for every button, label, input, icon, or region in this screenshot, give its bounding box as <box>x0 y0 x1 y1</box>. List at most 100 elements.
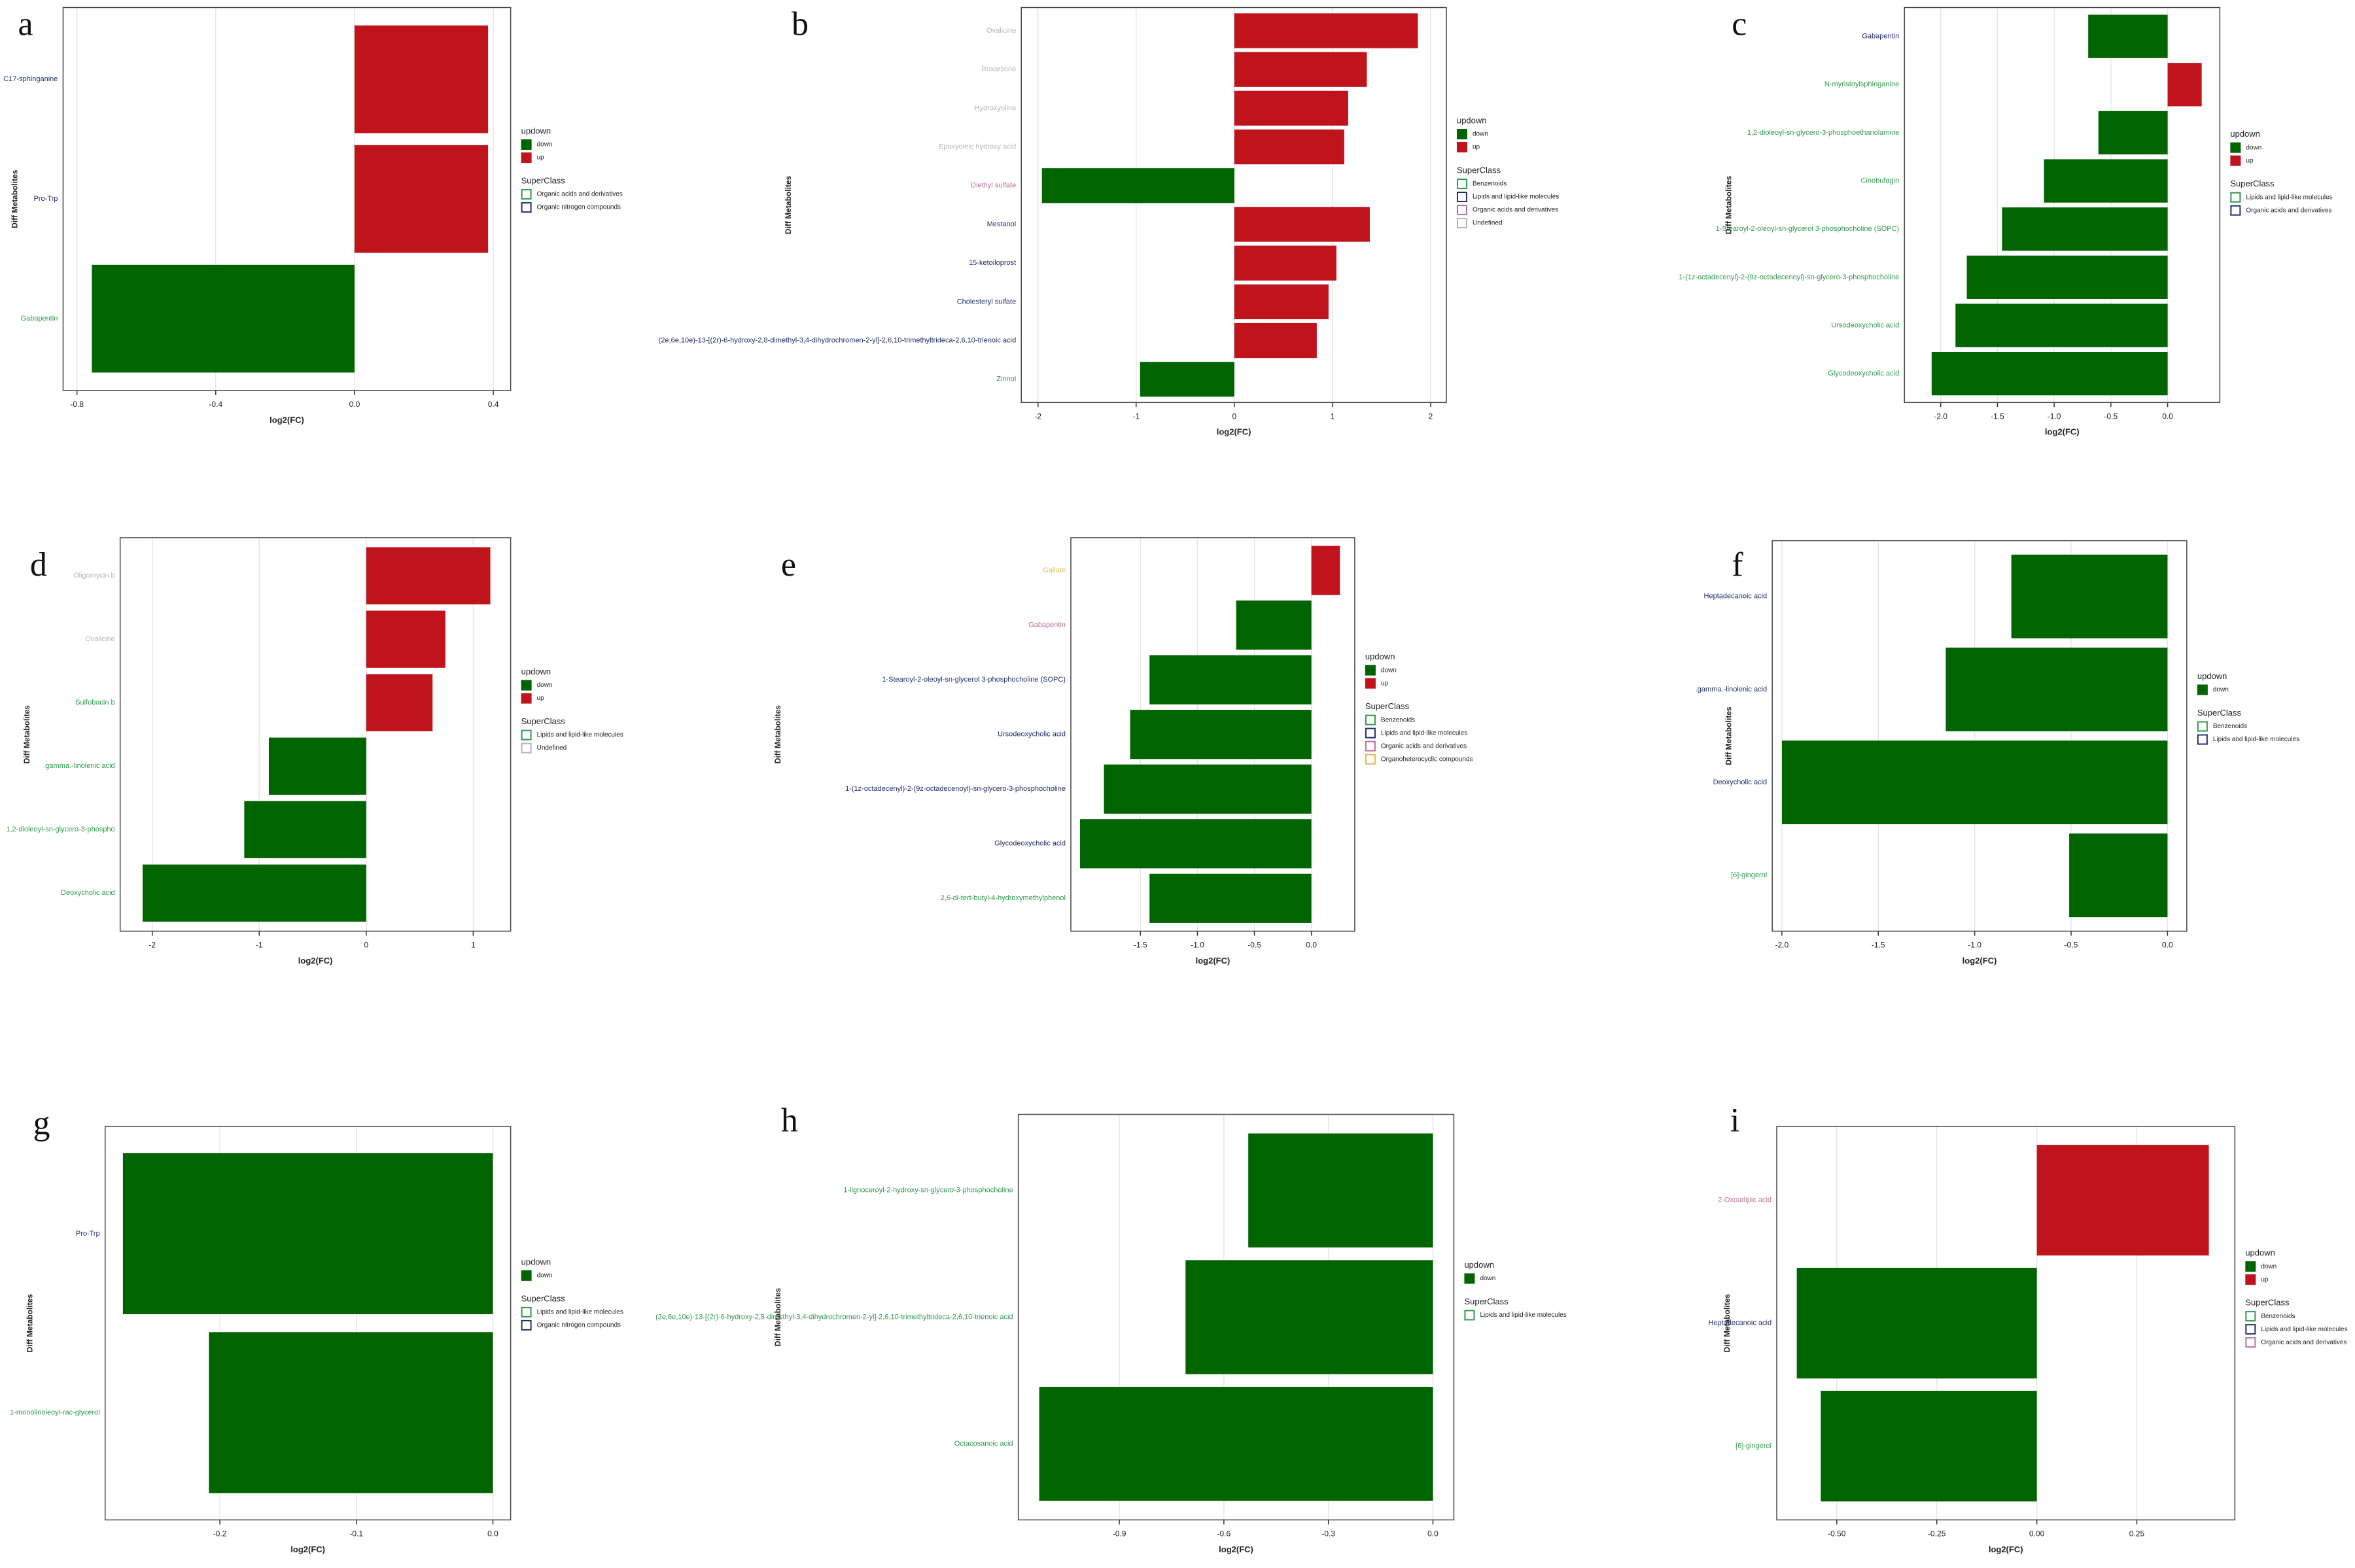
y-axis-title: Diff Metabolites <box>1724 175 1733 234</box>
bar <box>209 1332 493 1493</box>
legend-swatch <box>2245 1311 2256 1322</box>
bar <box>1234 284 1329 320</box>
x-tick-label: -1.0 <box>2048 411 2061 421</box>
bar <box>122 1153 493 1315</box>
x-tick-label: -0.5 <box>1247 941 1261 950</box>
legend-title: SuperClass <box>1365 701 1410 711</box>
y-tick-label: C17-sphinganine <box>3 75 58 83</box>
legend-label: Lipids and lipid-like molecules <box>537 1309 623 1316</box>
legend-label: up <box>1381 680 1389 687</box>
legend-swatch <box>1365 727 1376 739</box>
legend-swatch <box>521 139 532 150</box>
y-tick-label: Heptadecanoic acid <box>1708 1319 1771 1327</box>
bar <box>2167 63 2202 107</box>
bar <box>1966 255 2168 299</box>
bar <box>1234 52 1367 87</box>
legend-title: updown <box>1365 652 1395 661</box>
legend-title: SuperClass <box>2245 1298 2290 1308</box>
x-tick-label: 0.0 <box>349 400 360 409</box>
y-tick-label: [6]-gingerol <box>1736 1442 1771 1450</box>
y-tick-label: Hydroxyoline <box>975 104 1017 112</box>
y-tick-label: Pro-Trp <box>34 195 58 203</box>
legend-title: updown <box>521 1257 551 1266</box>
y-tick-label: .gamma.-linolenic acid <box>1696 686 1767 693</box>
y-tick-label: Gabapentin <box>1862 33 1899 41</box>
y-tick-label: Sulfobacin b <box>75 699 115 706</box>
bar <box>1931 351 2168 396</box>
legend-label: Benzenoids <box>2213 723 2247 730</box>
y-axis-title: Diff Metabolites <box>773 705 782 764</box>
y-tick-label: Deoxycholic acid <box>61 889 115 897</box>
y-tick-label: 1-(1z-octadecenyl)-2-(9z-octadecenoyl)-s… <box>845 785 1066 793</box>
y-tick-label: 2,6-di-tert-butyl-4-hydroxymethylphenol <box>941 894 1066 902</box>
bar <box>1311 546 1340 595</box>
legend-title: updown <box>2197 671 2227 681</box>
legend-swatch <box>1365 740 1376 752</box>
legend-swatch <box>2230 155 2241 166</box>
legend-swatch <box>1464 1310 1475 1321</box>
bar <box>1149 873 1312 923</box>
y-tick-label: Cinobufagin <box>1861 177 1900 184</box>
legend-title: SuperClass <box>1457 165 1501 175</box>
legend-swatch <box>1365 665 1376 676</box>
legend-label: up <box>1473 144 1480 151</box>
legend-label: down <box>1480 1275 1495 1282</box>
y-tick-label: Glycodeoxycholic acid <box>994 840 1066 848</box>
plot-frame <box>1776 1126 2236 1521</box>
plot-frame <box>104 1126 512 1521</box>
y-axis-title: Diff Metabolites <box>1722 1294 1732 1353</box>
y-tick-label: Gabapentin <box>1028 621 1066 629</box>
y-tick-label: Epoxyoleic hydroxy acid <box>939 143 1016 151</box>
panel-letter: f <box>1732 546 1743 584</box>
x-tick-label: -1.0 <box>1968 941 1981 950</box>
x-tick-label: -1.0 <box>1191 941 1204 950</box>
legend-label: Benzenoids <box>1381 716 1415 723</box>
x-tick-label: -1.5 <box>1872 941 1885 950</box>
y-axis-title: Diff Metabolites <box>10 169 20 228</box>
y-tick-label: 1-monolinoleoyl-rac-glycerol <box>10 1408 100 1416</box>
x-axis-title: log2(FC) <box>1962 956 1997 966</box>
panel-letter: g <box>33 1105 50 1142</box>
legend-swatch <box>1464 1273 1475 1284</box>
legend-title: updown <box>1464 1260 1494 1270</box>
bar <box>2098 111 2168 155</box>
x-tick-label: -2 <box>1034 411 1041 421</box>
x-tick-label: -0.9 <box>1113 1529 1126 1539</box>
y-tick-label: N-myristoylsphinganine <box>1824 80 1899 88</box>
legend-swatch <box>2245 1261 2256 1272</box>
y-tick-label: 2-Oxoadipic acid <box>1718 1196 1771 1204</box>
legend-label: Organic acids and derivatives <box>1381 742 1467 750</box>
y-tick-label: Zinnol <box>996 375 1016 383</box>
legend-title: updown <box>2230 129 2260 139</box>
bar <box>1185 1260 1433 1374</box>
y-tick-label: [6]-gingerol <box>1731 871 1767 879</box>
y-tick-label: Cholesteryl sulfate <box>957 298 1017 305</box>
legend-label: Lipids and lipid-like molecules <box>1480 1312 1566 1319</box>
x-tick-label: -0.6 <box>1217 1529 1231 1539</box>
y-tick-label: 1-lignoceroyl-2-hydroxy-sn-glycero-3-pho… <box>843 1187 1013 1194</box>
legend-swatch <box>1365 678 1376 689</box>
x-tick-label: 0.0 <box>487 1529 498 1539</box>
x-tick-label: -2.0 <box>1775 941 1789 950</box>
legend-swatch <box>521 693 532 704</box>
x-tick-label: -0.3 <box>1321 1529 1335 1539</box>
panel-letter: c <box>1732 5 1747 43</box>
legend-swatch <box>1365 754 1376 765</box>
y-tick-label: 1-Stearoyl-2-oleoyl-sn-glycerol 3-phosph… <box>882 676 1066 684</box>
y-tick-label: Octacosanoic acid <box>954 1440 1013 1448</box>
x-tick-label: -0.25 <box>1928 1529 1946 1539</box>
panel-letter: d <box>30 546 47 584</box>
legend-label: Benzenoids <box>1473 181 1507 188</box>
x-tick-label: -0.1 <box>349 1529 363 1539</box>
legend-label: Benzenoids <box>2261 1313 2295 1320</box>
y-tick-label: Ovalicine <box>85 635 114 643</box>
x-tick-label: -0.2 <box>213 1529 227 1539</box>
legend-swatch <box>521 189 532 200</box>
bar <box>1781 740 2168 825</box>
x-axis-title: log2(FC) <box>1989 1544 2023 1554</box>
legend-label: down <box>537 682 553 689</box>
legend-swatch <box>1456 218 1467 228</box>
x-tick-label: -0.50 <box>1828 1529 1846 1539</box>
bar <box>366 610 445 668</box>
